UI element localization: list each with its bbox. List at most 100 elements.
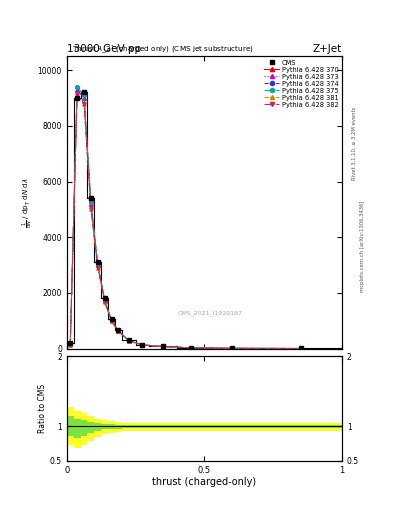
Pythia 6.428 375 [298, 346, 303, 352]
Pythia 6.428 375 [230, 345, 234, 351]
Pythia 6.428 375 [161, 344, 165, 350]
Pythia 6.428 374 [88, 199, 93, 205]
Pythia 6.428 382 [298, 346, 303, 352]
Pythia 6.428 382 [230, 345, 234, 351]
Pythia 6.428 370 [140, 342, 145, 348]
Pythia 6.428 370 [95, 262, 100, 268]
Pythia 6.428 382 [68, 342, 73, 348]
Pythia 6.428 381 [298, 346, 303, 352]
Pythia 6.428 375 [188, 345, 193, 351]
Pythia 6.428 374 [102, 297, 107, 303]
Pythia 6.428 382 [161, 344, 165, 350]
Pythia 6.428 370 [116, 328, 121, 334]
Pythia 6.428 373 [127, 337, 131, 344]
Pythia 6.428 373 [82, 95, 86, 101]
Pythia 6.428 373 [75, 87, 79, 93]
Pythia 6.428 381 [75, 92, 79, 98]
Pythia 6.428 374 [109, 317, 114, 324]
Pythia 6.428 375 [116, 328, 121, 334]
Pythia 6.428 374 [298, 346, 303, 352]
Pythia 6.428 374 [127, 337, 131, 344]
Pythia 6.428 382 [102, 298, 107, 305]
Pythia 6.428 375 [82, 92, 86, 98]
Pythia 6.428 374 [140, 342, 145, 348]
Line: Pythia 6.428 375: Pythia 6.428 375 [68, 85, 302, 350]
Text: mcplots.cern.ch [arXiv:1306.3436]: mcplots.cern.ch [arXiv:1306.3436] [360, 200, 365, 291]
Pythia 6.428 374 [75, 84, 79, 90]
Y-axis label: Ratio to CMS: Ratio to CMS [38, 384, 47, 433]
Pythia 6.428 382 [82, 100, 86, 106]
Pythia 6.428 373 [188, 345, 193, 351]
Pythia 6.428 373 [68, 342, 73, 348]
Pythia 6.428 370 [127, 337, 131, 344]
Pythia 6.428 374 [188, 345, 193, 351]
Pythia 6.428 381 [230, 345, 234, 351]
Pythia 6.428 381 [127, 338, 131, 344]
Text: Z+Jet: Z+Jet [313, 44, 342, 54]
Pythia 6.428 382 [88, 206, 93, 212]
Pythia 6.428 374 [82, 92, 86, 98]
Pythia 6.428 370 [230, 345, 234, 351]
Pythia 6.428 374 [116, 328, 121, 334]
Pythia 6.428 373 [95, 262, 100, 268]
Pythia 6.428 373 [102, 297, 107, 304]
Pythia 6.428 382 [116, 328, 121, 334]
Pythia 6.428 382 [140, 342, 145, 348]
Pythia 6.428 375 [109, 317, 114, 324]
Pythia 6.428 373 [140, 342, 145, 348]
Pythia 6.428 381 [102, 298, 107, 305]
Pythia 6.428 382 [95, 265, 100, 271]
Pythia 6.428 374 [95, 261, 100, 267]
Line: Pythia 6.428 370: Pythia 6.428 370 [68, 88, 302, 350]
Pythia 6.428 381 [88, 206, 93, 212]
Pythia 6.428 370 [188, 345, 193, 351]
X-axis label: thrust (charged-only): thrust (charged-only) [152, 477, 256, 487]
Pythia 6.428 375 [88, 199, 93, 205]
Text: Thrust $\lambda\_2^1$ (charged only) (CMS jet substructure): Thrust $\lambda\_2^1$ (charged only) (CM… [72, 44, 254, 56]
Pythia 6.428 381 [188, 345, 193, 351]
Pythia 6.428 374 [161, 344, 165, 350]
Pythia 6.428 370 [68, 342, 73, 348]
Pythia 6.428 382 [127, 338, 131, 344]
Pythia 6.428 373 [116, 328, 121, 334]
Pythia 6.428 373 [230, 345, 234, 351]
Pythia 6.428 375 [127, 337, 131, 344]
Pythia 6.428 381 [95, 265, 100, 271]
Pythia 6.428 374 [68, 342, 73, 348]
Pythia 6.428 375 [102, 297, 107, 303]
Pythia 6.428 373 [161, 344, 165, 350]
Pythia 6.428 381 [116, 328, 121, 334]
Pythia 6.428 370 [161, 344, 165, 350]
Pythia 6.428 381 [109, 318, 114, 324]
Pythia 6.428 381 [161, 344, 165, 350]
Line: Pythia 6.428 373: Pythia 6.428 373 [68, 88, 302, 350]
Pythia 6.428 381 [68, 342, 73, 348]
Text: Rivet 3.1.10, ≥ 3.2M events: Rivet 3.1.10, ≥ 3.2M events [352, 106, 357, 180]
Pythia 6.428 375 [75, 84, 79, 90]
Pythia 6.428 370 [298, 346, 303, 352]
Pythia 6.428 370 [82, 95, 86, 101]
Line: Pythia 6.428 374: Pythia 6.428 374 [68, 85, 302, 350]
Pythia 6.428 373 [298, 346, 303, 352]
Text: 13000 GeV pp: 13000 GeV pp [67, 44, 141, 54]
Legend: CMS, Pythia 6.428 370, Pythia 6.428 373, Pythia 6.428 374, Pythia 6.428 375, Pyt: CMS, Pythia 6.428 370, Pythia 6.428 373,… [263, 58, 340, 109]
Pythia 6.428 375 [140, 342, 145, 348]
Pythia 6.428 370 [75, 87, 79, 93]
Pythia 6.428 381 [140, 342, 145, 348]
Pythia 6.428 370 [109, 317, 114, 324]
Pythia 6.428 375 [95, 261, 100, 267]
Y-axis label: $\frac{1}{\mathrm{d}N}$ / $\mathrm{d}\mathrm{p}_\mathrm{T}$ $\mathrm{d}N$ $\math: $\frac{1}{\mathrm{d}N}$ / $\mathrm{d}\ma… [21, 177, 35, 228]
Text: CMS_2021_I1920187: CMS_2021_I1920187 [177, 311, 242, 316]
Pythia 6.428 375 [68, 342, 73, 348]
Line: Pythia 6.428 382: Pythia 6.428 382 [68, 94, 302, 350]
Line: Pythia 6.428 381: Pythia 6.428 381 [68, 94, 302, 350]
Pythia 6.428 382 [109, 318, 114, 324]
Pythia 6.428 381 [82, 100, 86, 106]
Pythia 6.428 370 [102, 297, 107, 304]
Pythia 6.428 374 [230, 345, 234, 351]
Pythia 6.428 370 [88, 201, 93, 207]
Pythia 6.428 382 [188, 345, 193, 351]
Pythia 6.428 373 [88, 201, 93, 207]
Pythia 6.428 373 [109, 317, 114, 324]
Pythia 6.428 382 [75, 92, 79, 98]
